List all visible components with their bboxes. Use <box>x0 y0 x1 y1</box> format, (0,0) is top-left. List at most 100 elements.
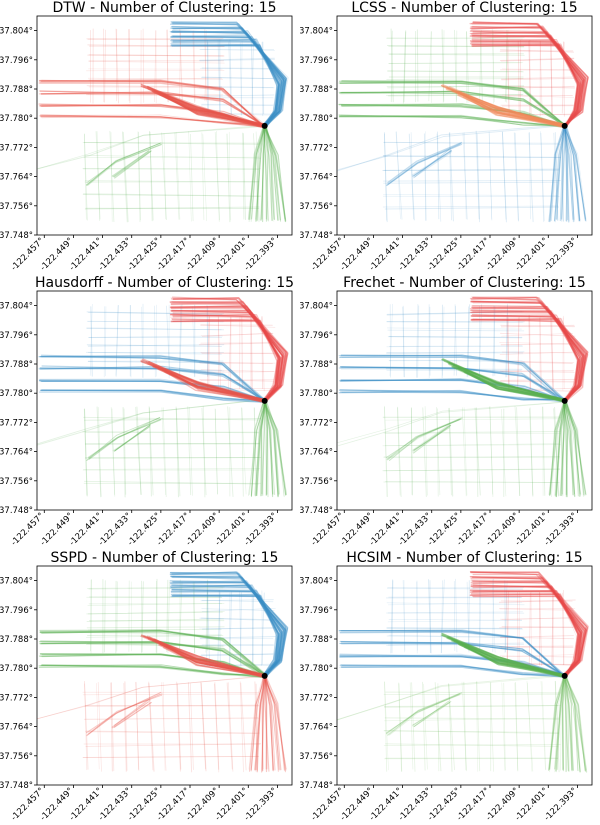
cluster-east-trajectory <box>553 593 554 664</box>
cluster-east-main <box>170 297 288 402</box>
y-tick-label: 37.748° <box>300 781 333 791</box>
cluster-north-trajectory <box>417 30 418 101</box>
cluster-east-main <box>470 297 588 402</box>
cluster-south-trajectory <box>215 409 217 494</box>
y-tick-label: 37.764° <box>0 448 33 458</box>
y-tick-label: 37.804° <box>0 302 33 312</box>
hub-point <box>562 673 568 679</box>
cluster-east-main <box>170 572 287 677</box>
cluster-south-trajectory <box>201 683 206 771</box>
y-tick-label: 37.748° <box>300 231 333 241</box>
cluster-north-trajectory <box>167 580 168 651</box>
panel-sspd: SSPD - Number of Clustering: 15 37.804° 37… <box>0 550 300 825</box>
cluster-south-trajectory <box>339 402 567 446</box>
y-tick-label: 37.756° <box>0 752 33 762</box>
y-tick-label: 37.748° <box>0 231 33 241</box>
cluster-east-trajectory <box>473 585 582 674</box>
cluster-north-trajectory <box>387 328 521 329</box>
hub-point <box>262 673 268 679</box>
y-tick-label: 37.796° <box>0 331 33 341</box>
cluster-south-trajectory <box>188 407 191 495</box>
y-tick-label: 37.772° <box>300 143 333 153</box>
y-tick-label: 37.804° <box>300 577 333 587</box>
cluster-north-trajectory <box>404 580 405 652</box>
cluster-south <box>36 674 286 772</box>
cluster-north-trajectory <box>89 55 224 56</box>
cluster-east-trajectory <box>552 317 553 390</box>
y-tick-label: 37.780° <box>300 389 333 399</box>
panel-title: DTW - Number of Clustering: 15 <box>52 0 276 16</box>
y-tick-label: 37.788° <box>0 635 33 645</box>
y-tick-label: 37.796° <box>300 56 333 66</box>
y-tick-label: 37.788° <box>0 85 33 95</box>
y-tick-label: 37.780° <box>0 389 33 399</box>
cluster-south-trajectory <box>490 407 493 494</box>
cluster-south-trajectory <box>136 407 142 494</box>
cluster-east-trajectory <box>500 646 573 647</box>
y-tick-label: 37.748° <box>0 506 33 516</box>
trajectory-layer <box>336 572 588 772</box>
cluster-south-trajectory <box>542 682 546 770</box>
cluster-south-trajectory <box>385 406 388 497</box>
cluster-south-trajectory <box>384 181 561 182</box>
map-plot-lcss: LCSS - Number of Clustering: 15 37.804° 37… <box>300 0 600 275</box>
cluster-north-trajectory <box>87 627 224 628</box>
y-tick-label: 37.804° <box>0 27 33 37</box>
panel-dtw: DTW - Number of Clustering: 15 37.804° 37.… <box>0 0 300 275</box>
cluster-north-trajectory <box>388 588 523 589</box>
cluster-north-trajectory <box>429 32 431 101</box>
cluster-south <box>36 125 286 222</box>
y-tick-label: 37.780° <box>0 114 33 124</box>
y-tick-label: 37.788° <box>300 635 333 645</box>
map-plot-hausdorff: Hausdorff - Number of Clustering: 1537.8… <box>0 275 300 550</box>
cluster-east-main-trajectory <box>470 298 586 401</box>
y-tick-label: 37.756° <box>300 477 333 487</box>
y-tick-label: 37.772° <box>0 418 33 428</box>
y-tick-label: 37.804° <box>300 302 333 312</box>
y-tick-label: 37.764° <box>300 448 333 458</box>
cluster-north-trajectory <box>89 61 225 63</box>
cluster-south-trajectory <box>150 132 152 221</box>
cluster-south-trajectory <box>228 683 233 772</box>
y-tick-label: 37.796° <box>0 56 33 66</box>
y-tick-label: 37.788° <box>0 360 33 370</box>
cluster-east-trajectory <box>518 592 519 665</box>
cluster-north-trajectory <box>403 306 404 377</box>
cluster-north-trajectory <box>105 30 106 102</box>
cluster-east-trajectory <box>518 41 519 115</box>
y-tick-label: 37.804° <box>0 577 33 587</box>
cluster-south-trajectory <box>136 682 139 769</box>
trajectory-layer <box>36 572 288 772</box>
y-tick-label: 37.764° <box>300 723 333 733</box>
y-tick-label: 37.772° <box>300 418 333 428</box>
cluster-east-trajectory <box>209 316 210 391</box>
panel-title: LCSS - Number of Clustering: 15 <box>351 0 577 16</box>
y-tick-label: 37.772° <box>300 693 333 703</box>
cluster-south-trajectory <box>227 683 232 769</box>
cluster-east-trajectory <box>200 50 274 51</box>
cluster-east-main <box>170 22 286 128</box>
y-tick-label: 37.780° <box>300 664 333 674</box>
cluster-north-trajectory <box>167 30 168 102</box>
panel-title: SSPD - Number of Clustering: 15 <box>51 550 279 566</box>
map-plot-sspd: SSPD - Number of Clustering: 15 37.804° 37… <box>0 550 300 825</box>
map-plot-hcsim: HCSIM - Number of Clustering: 1537.804°3… <box>300 550 600 825</box>
cluster-east-trajectory <box>252 591 253 665</box>
cluster-north-trajectory <box>340 643 567 677</box>
trajectory-layer <box>36 297 288 497</box>
hub-point <box>562 398 568 404</box>
trajectory-layer <box>338 22 588 222</box>
y-tick-label: 37.764° <box>0 173 33 183</box>
y-tick-label: 37.756° <box>300 202 333 212</box>
cluster-east-trajectory <box>500 619 572 620</box>
y-tick-label: 37.780° <box>300 114 333 124</box>
cluster-south-trajectory <box>88 694 160 734</box>
y-tick-label: 37.804° <box>300 27 333 37</box>
cluster-south <box>36 399 285 497</box>
panel-title: Frechet - Number of Clustering: 15 <box>343 275 586 291</box>
cluster-south-main <box>386 674 586 772</box>
y-tick-label: 37.780° <box>0 664 33 674</box>
cluster-south-trajectory <box>437 409 438 496</box>
y-tick-label: 37.756° <box>300 752 333 762</box>
cluster-south <box>336 399 585 496</box>
